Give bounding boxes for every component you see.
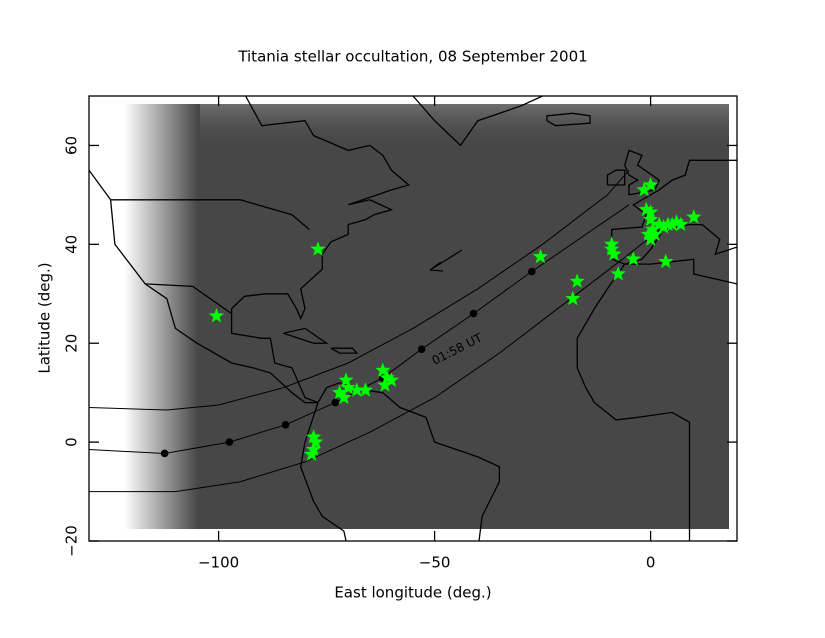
observer-site (643, 204, 659, 219)
coastline (89, 96, 411, 404)
observer-site (340, 379, 356, 395)
observer-site (306, 429, 322, 444)
observer-site (308, 434, 324, 449)
coastline (283, 327, 329, 344)
observer-site (651, 216, 667, 231)
observer-site (643, 231, 659, 246)
y-tick-label: 0 (63, 437, 81, 447)
observer-site (336, 389, 352, 405)
observer-site (664, 216, 680, 231)
observer-site (610, 266, 626, 281)
observer-site (383, 372, 399, 387)
coastline (576, 258, 737, 541)
coastline (317, 382, 501, 541)
observer-site (377, 377, 393, 392)
observer-site (338, 372, 354, 387)
coastline (300, 402, 347, 541)
x-axis-label: East longitude (deg.) (334, 584, 491, 602)
y-tick-label: 40 (63, 235, 81, 254)
coastline (145, 283, 232, 315)
coastline (606, 169, 626, 186)
y-tick-label: 20 (63, 334, 81, 353)
twilight-shading (200, 104, 729, 149)
track-point (417, 345, 426, 353)
observer-site (604, 241, 620, 256)
coastline (611, 159, 737, 260)
observer-site (375, 362, 391, 377)
track-point (160, 449, 169, 458)
observer-site (606, 246, 622, 261)
observer-site (647, 226, 663, 241)
coastlines (89, 96, 737, 541)
coastline (330, 347, 359, 354)
y-axis-label: Latitude (deg.) (36, 262, 54, 373)
observer-site (643, 211, 659, 227)
coastline (110, 199, 310, 230)
coastline (546, 112, 591, 127)
observer-site (379, 369, 395, 385)
night-shading (89, 104, 729, 529)
observer-site (332, 384, 348, 400)
shadow-path-line (89, 169, 630, 411)
observer-site (645, 221, 661, 236)
track-point (528, 267, 536, 276)
observer-site (643, 177, 659, 192)
observer-site (565, 290, 581, 306)
x-tick-label: −50 (419, 554, 451, 572)
observer-site (532, 248, 548, 264)
observer-site (208, 308, 224, 323)
coastline (624, 149, 661, 196)
track-point (331, 398, 340, 407)
direction-arrow (429, 249, 463, 272)
coastline (411, 96, 545, 147)
observer-site (604, 236, 620, 251)
observer-site (686, 209, 702, 224)
shadow-path-line (89, 219, 673, 493)
observer-site (673, 216, 689, 231)
x-tick-label: −100 (198, 554, 239, 572)
track-point (469, 309, 478, 318)
observer-site (636, 181, 652, 197)
y-tick-label: 60 (63, 136, 81, 155)
observer-site (668, 214, 685, 229)
observer-site (638, 201, 654, 217)
observer-site (303, 446, 320, 461)
observer-site (569, 273, 585, 288)
observer-site (357, 382, 374, 397)
observer-site (625, 251, 641, 266)
y-tick-label: −20 (63, 525, 81, 557)
observer-site (310, 241, 326, 256)
plot-frame (88, 95, 738, 542)
x-tick-label: 0 (646, 554, 656, 572)
plot-marks (89, 169, 702, 493)
observer-site (349, 382, 365, 397)
observer-site (640, 226, 656, 241)
chart-title: Titania stellar occultation, 08 Septembe… (237, 48, 587, 66)
track-point (281, 421, 290, 429)
observer-site (656, 219, 672, 234)
observer-site (306, 441, 322, 456)
observer-site (658, 253, 674, 269)
track-point (225, 438, 234, 446)
